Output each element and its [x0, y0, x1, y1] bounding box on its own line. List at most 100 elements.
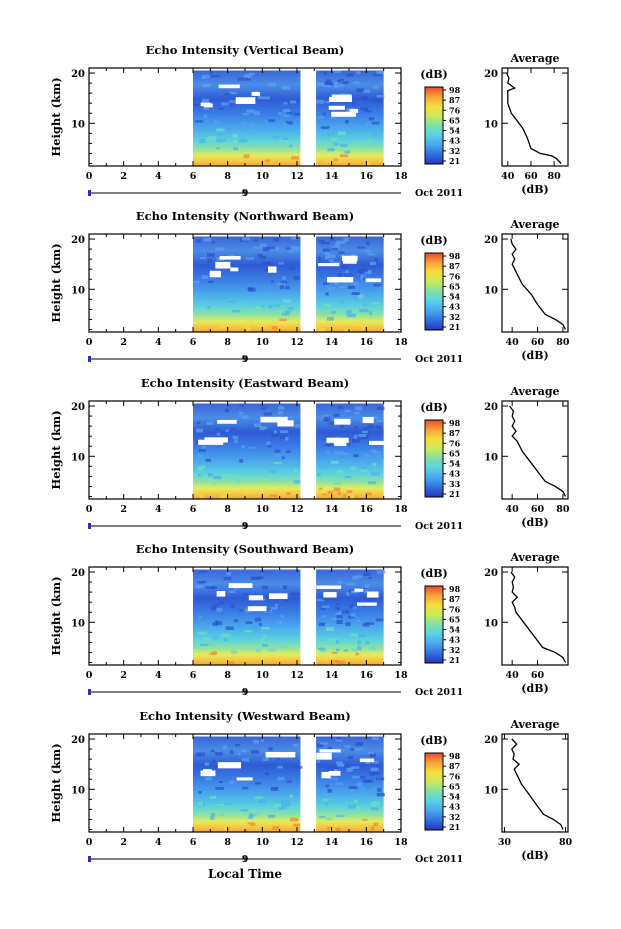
- heatmap-speckle: [245, 257, 255, 260]
- heatmap-speckle: [358, 643, 363, 647]
- heatmap-gap: [217, 762, 242, 769]
- heatmap-speckle: [273, 135, 280, 139]
- heatmap-speckle: [233, 147, 239, 151]
- colorbar-tick-label: 87: [449, 261, 460, 271]
- heatmap-speckle: [334, 84, 339, 89]
- heatmap-speckle: [344, 150, 351, 154]
- heatmap-speckle: [346, 490, 353, 494]
- y-tick-label: 10: [71, 785, 85, 796]
- date-axis-start-marker: [88, 190, 91, 196]
- heatmap-speckle: [341, 81, 349, 85]
- date-label: Oct 2011: [415, 687, 463, 698]
- heatmap-speckle: [200, 643, 209, 647]
- heatmap-speckle: [293, 468, 299, 473]
- heatmap-speckle: [335, 761, 343, 765]
- heatmap-speckle: [336, 322, 346, 325]
- x-tick-label: 12: [290, 504, 303, 515]
- colorbar-unit: (dB): [420, 401, 447, 414]
- heatmap-speckle: [346, 73, 354, 77]
- heatmap-speckle: [196, 239, 201, 243]
- heatmap-speckle: [336, 660, 346, 665]
- heatmap-speckle: [243, 154, 250, 159]
- colorbar-tick-label: 43: [449, 302, 461, 312]
- heatmap-speckle: [372, 451, 381, 454]
- colorbar-tick-label: 54: [449, 625, 461, 635]
- heatmap-speckle: [327, 767, 336, 771]
- heatmap-speckle: [341, 610, 350, 614]
- heatmap-speckle: [321, 798, 329, 801]
- heatmap-speckle: [193, 280, 200, 284]
- heatmap-gap: [217, 419, 237, 424]
- heatmap-gap: [251, 91, 260, 96]
- y-tick-label: 20: [71, 735, 85, 746]
- heatmap-speckle: [345, 120, 349, 124]
- heatmap-speckle: [376, 570, 386, 574]
- heatmap-speckle: [223, 826, 228, 829]
- heatmap-speckle: [372, 416, 377, 420]
- heatmap-speckle: [353, 799, 358, 803]
- heatmap-gap: [328, 105, 345, 110]
- heatmap-speckle: [360, 469, 368, 472]
- heatmap-speckle: [215, 247, 225, 251]
- x-tick-label: 8: [224, 504, 231, 515]
- heatmap-speckle: [227, 300, 236, 304]
- heatmap-speckle: [335, 242, 341, 246]
- heatmap-speckle: [229, 660, 235, 665]
- heatmap-speckle: [353, 412, 361, 415]
- heatmap-speckle: [328, 259, 334, 263]
- colorbar-tick-label: 43: [449, 469, 461, 479]
- heatmap-speckle: [345, 270, 349, 273]
- heatmap-speckle: [198, 615, 203, 619]
- colorbar-tick-label: 21: [449, 822, 460, 832]
- heatmap-speckle: [253, 246, 262, 249]
- heatmap-speckle: [272, 826, 280, 830]
- heatmap-speckle: [293, 131, 301, 134]
- heatmap-speckle: [244, 327, 251, 332]
- date-label: Oct 2011: [415, 354, 463, 365]
- heatmap-gap: [203, 769, 212, 776]
- x-tick-label: 6: [190, 670, 197, 681]
- heatmap-speckle: [209, 796, 217, 799]
- heatmap-speckle: [268, 814, 276, 818]
- heatmap-speckle: [326, 450, 331, 453]
- heatmap-speckle: [267, 246, 275, 249]
- date-axis-start-marker: [88, 523, 91, 529]
- heatmap-speckle: [246, 326, 250, 329]
- heatmap-speckle: [199, 494, 205, 499]
- heatmap-gap: [316, 585, 342, 589]
- heatmap-speckle: [365, 641, 370, 645]
- heatmap-speckle: [288, 478, 293, 481]
- heatmap-speckle: [259, 243, 267, 247]
- heatmap-speckle: [277, 282, 286, 286]
- heatmap-speckle: [325, 803, 329, 806]
- heatmap-speckle: [348, 786, 358, 790]
- heatmap-speckle: [377, 788, 382, 792]
- heatmap-speckle: [216, 128, 226, 132]
- heatmap-speckle: [273, 430, 277, 434]
- heatmap-speckle: [373, 73, 383, 76]
- heatmap-speckle: [333, 413, 340, 417]
- heatmap-speckle: [273, 453, 281, 457]
- heatmap-speckle: [271, 321, 280, 325]
- heatmap-speckle: [353, 495, 358, 498]
- heatmap-gap: [209, 270, 222, 278]
- heatmap-speckle: [373, 822, 379, 827]
- average-y-tick-label: 20: [484, 402, 498, 413]
- heatmap-speckle: [221, 633, 230, 637]
- heatmap-speckle: [247, 822, 256, 826]
- heatmap-speckle: [293, 766, 303, 769]
- heatmap-speckle: [363, 303, 367, 307]
- heatmap-speckle: [241, 457, 246, 461]
- heatmap-speckle: [349, 604, 356, 609]
- heatmap-speckle: [334, 769, 339, 772]
- heatmap-speckle: [270, 478, 279, 482]
- x-tick-label: 4: [155, 171, 162, 182]
- heatmap-speckle: [286, 492, 291, 496]
- heatmap-speckle: [201, 83, 211, 88]
- average-x-tick-label: 30: [498, 837, 512, 848]
- heatmap-speckle: [200, 623, 205, 627]
- heatmap-speckle: [289, 100, 296, 104]
- colorbar-tick-label: 54: [449, 126, 461, 136]
- heatmap-speckle: [339, 84, 344, 87]
- heatmap-speckle: [293, 480, 301, 484]
